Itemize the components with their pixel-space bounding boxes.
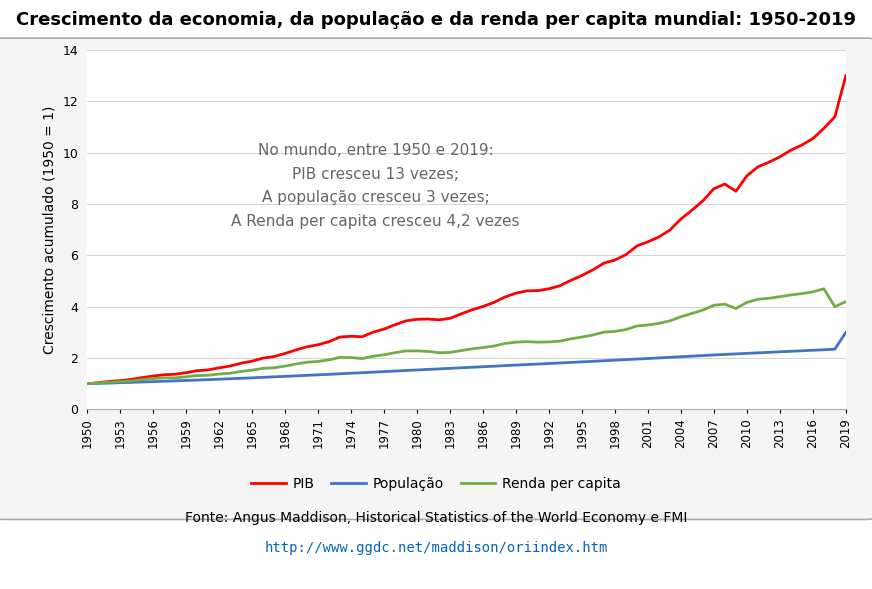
População <box>280 373 290 380</box>
População <box>500 362 510 369</box>
PIB <box>719 180 730 187</box>
População <box>82 380 92 388</box>
População <box>258 374 269 381</box>
Renda per capita <box>258 365 269 372</box>
Renda per capita <box>181 373 191 380</box>
Renda per capita <box>819 285 829 292</box>
PIB <box>731 188 741 195</box>
Line: PIB: PIB <box>87 76 846 384</box>
População <box>313 371 324 378</box>
Y-axis label: Crescimento acumulado (1950 = 1): Crescimento acumulado (1950 = 1) <box>43 105 57 354</box>
Renda per capita <box>719 300 730 307</box>
Text: No mundo, entre 1950 e 2019:
PIB cresceu 13 vezes;
A população cresceu 3 vezes;
: No mundo, entre 1950 e 2019: PIB cresceu… <box>231 144 520 229</box>
Renda per capita <box>82 380 92 388</box>
Text: http://www.ggdc.net/maddison/oriindex.htm: http://www.ggdc.net/maddison/oriindex.ht… <box>264 541 608 554</box>
PIB <box>841 72 851 80</box>
População <box>841 329 851 336</box>
Renda per capita <box>841 298 851 305</box>
Legend: PIB, População, Renda per capita: PIB, População, Renda per capita <box>245 471 627 496</box>
PIB <box>280 350 290 357</box>
Renda per capita <box>731 305 741 312</box>
PIB <box>258 355 269 362</box>
Renda per capita <box>313 358 324 365</box>
Text: Fonte: Angus Maddison, Historical Statistics of the World Economy e FMI: Fonte: Angus Maddison, Historical Statis… <box>185 511 687 525</box>
Renda per capita <box>500 340 510 347</box>
PIB <box>500 293 510 300</box>
PIB <box>82 380 92 388</box>
População <box>719 351 730 358</box>
PIB <box>313 341 324 348</box>
Text: Crescimento da economia, da população e da renda per capita mundial: 1950-2019: Crescimento da economia, da população e … <box>16 11 856 29</box>
Line: Renda per capita: Renda per capita <box>87 289 846 384</box>
Line: População: População <box>87 332 846 384</box>
População <box>731 350 741 358</box>
FancyBboxPatch shape <box>0 38 872 519</box>
